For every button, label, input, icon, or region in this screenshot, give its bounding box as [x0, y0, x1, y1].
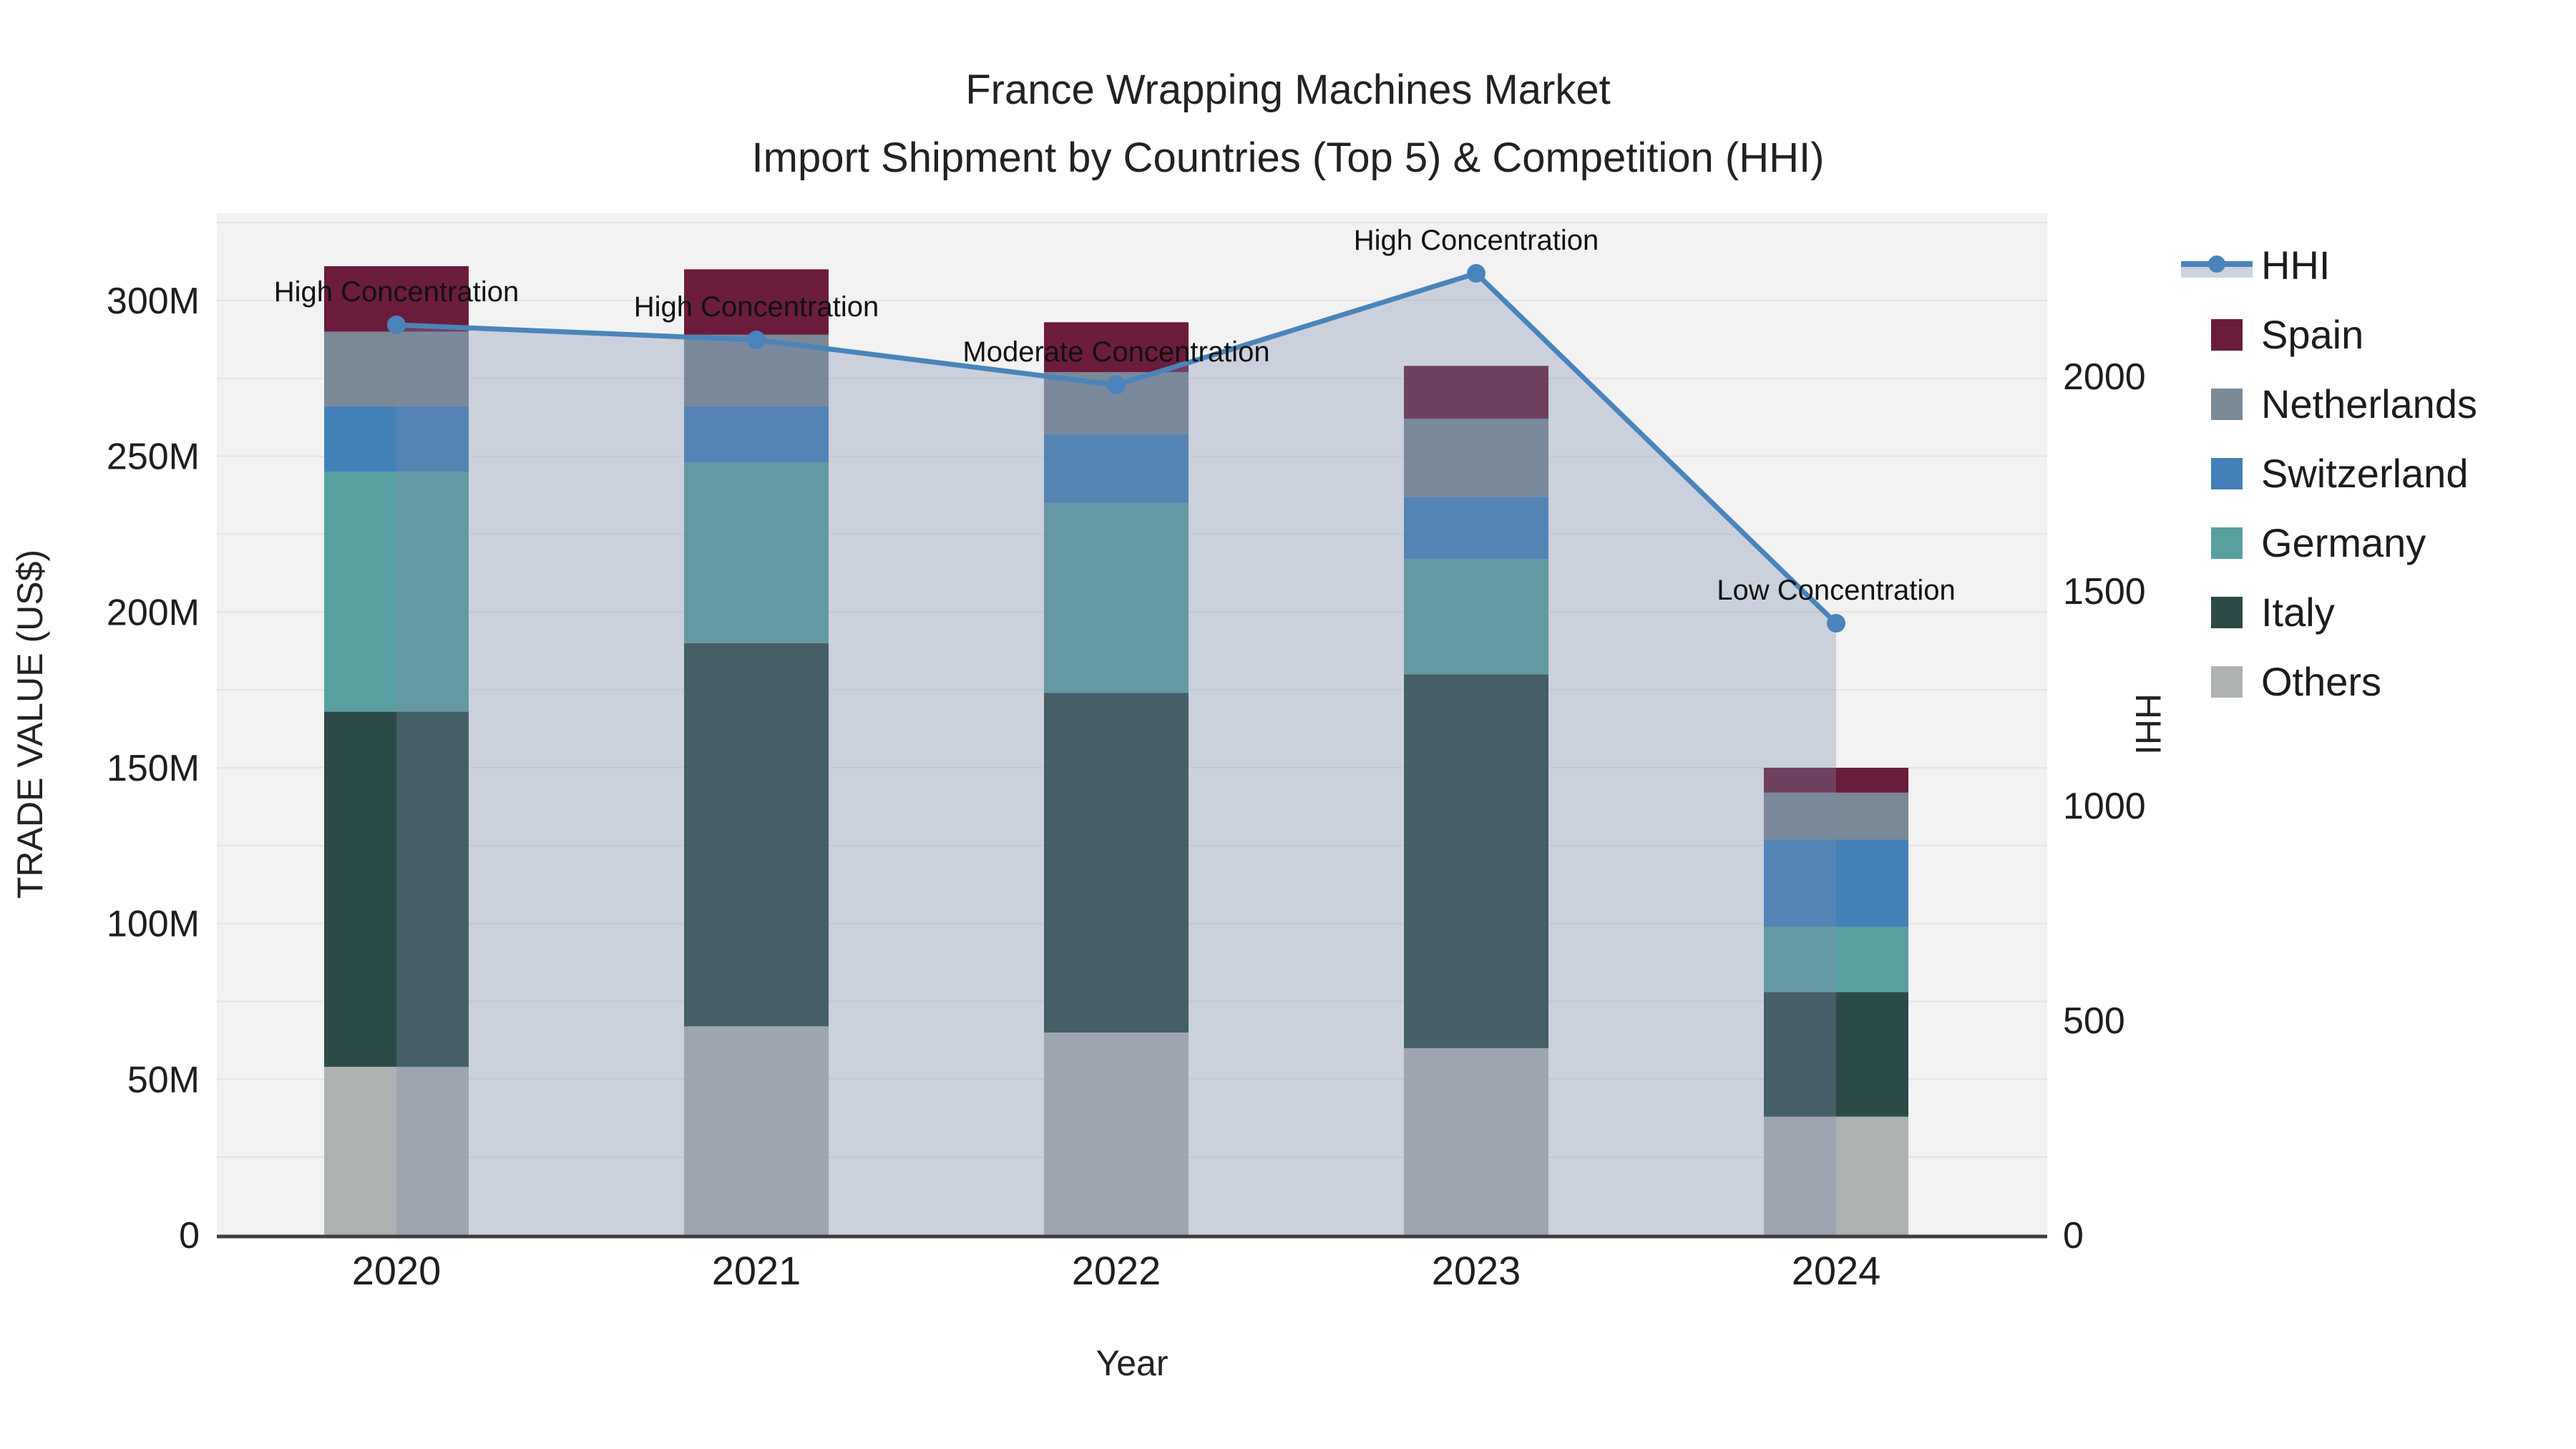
- bar-segment-switzerland-2022: [1044, 434, 1189, 503]
- left-axis-tick-200M: 200M: [107, 592, 200, 633]
- left-axis-tick-300M: 300M: [107, 280, 200, 322]
- bar-segment-spain-2024: [1764, 767, 1908, 793]
- right-axis-tick-0: 0: [2063, 1215, 2084, 1257]
- spain-color-swatch: [2211, 318, 2243, 351]
- legend-item-label: Spain: [2261, 312, 2364, 357]
- annotation-2022: Moderate Concentration: [962, 336, 1269, 368]
- legend-item-hhi[interactable]: HHI: [2181, 230, 2477, 300]
- legend-item-label: Switzerland: [2261, 451, 2469, 496]
- annotation-2024: Low Concentration: [1717, 575, 1956, 606]
- bar-segment-germany-2023: [1404, 559, 1548, 675]
- hhi-marker-2024: [1827, 614, 1845, 633]
- hhi-marker-2022: [1107, 376, 1126, 394]
- legend-item-italy[interactable]: Italy: [2211, 577, 2477, 647]
- bar-segment-germany-2024: [1764, 926, 1908, 992]
- bar-segment-netherlands-2023: [1404, 419, 1548, 497]
- left-axis-tick-50M: 50M: [127, 1059, 200, 1101]
- bar-segment-switzerland-2024: [1764, 839, 1908, 927]
- bar-segment-spain-2021: [684, 269, 829, 335]
- x-axis-tick-2024: 2024: [1792, 1248, 1881, 1293]
- bar-segment-italy-2024: [1764, 992, 1908, 1117]
- legend-item-label: Germany: [2261, 520, 2426, 565]
- italy-color-swatch: [2211, 596, 2243, 628]
- x-axis-tick-2023: 2023: [1432, 1248, 1521, 1293]
- legend-item-others[interactable]: Others: [2211, 647, 2477, 716]
- bar-segment-switzerland-2023: [1404, 497, 1548, 560]
- right-axis-tick-500: 500: [2063, 1000, 2125, 1042]
- hhi-area-fill: [396, 273, 1836, 1235]
- bar-segment-others-2022: [1044, 1033, 1189, 1235]
- legend-item-spain[interactable]: Spain: [2211, 300, 2477, 369]
- bar-segment-others-2024: [1764, 1116, 1908, 1235]
- bar-segment-spain-2023: [1404, 366, 1548, 419]
- bar-segment-germany-2022: [1044, 502, 1189, 693]
- x-axis-title: Year: [1096, 1343, 1168, 1383]
- x-axis-tick-2021: 2021: [712, 1248, 801, 1293]
- chart-title-line1: France Wrapping Machines Market: [965, 67, 1611, 113]
- left-axis-tick-100M: 100M: [107, 904, 200, 945]
- chart-title: France Wrapping Machines Market Import S…: [752, 56, 1825, 192]
- switzerland-color-swatch: [2211, 457, 2243, 489]
- legend-item-switzerland[interactable]: Switzerland: [2211, 439, 2477, 508]
- others-color-swatch: [2211, 665, 2243, 698]
- right-axis-title: HHI: [2128, 693, 2168, 756]
- hhi-marker-2021: [747, 331, 766, 349]
- bar-segment-italy-2021: [684, 643, 829, 1027]
- left-axis-title: TRADE VALUE (US$): [10, 549, 50, 899]
- bar-segment-spain-2022: [1044, 322, 1189, 373]
- netherlands-color-swatch: [2211, 388, 2243, 420]
- legend: HHI Spain Netherlands Switzerland German…: [2181, 230, 2477, 716]
- legend-item-label: Others: [2261, 659, 2382, 704]
- bar-segment-italy-2022: [1044, 693, 1189, 1033]
- bar-segment-others-2021: [684, 1026, 829, 1235]
- bar-segment-germany-2021: [684, 462, 829, 643]
- hhi-marker-2020: [387, 316, 406, 334]
- hhi-line-swatch: [2181, 248, 2253, 283]
- legend-item-label: Italy: [2261, 590, 2335, 635]
- bar-segment-netherlands-2024: [1764, 792, 1908, 840]
- x-axis-tick-2020: 2020: [352, 1248, 441, 1293]
- bar-segment-others-2020: [324, 1066, 469, 1235]
- annotation-2021: High Concentration: [634, 291, 879, 323]
- right-axis-tick-2000: 2000: [2063, 356, 2146, 398]
- legend-item-label: Netherlands: [2261, 381, 2477, 426]
- left-axis-tick-250M: 250M: [107, 436, 200, 478]
- bar-segment-italy-2020: [324, 711, 469, 1067]
- right-axis-tick-1000: 1000: [2063, 786, 2146, 827]
- hhi-marker-2023: [1467, 264, 1485, 283]
- annotation-2023: High Concentration: [1354, 225, 1599, 256]
- bar-segment-germany-2020: [324, 472, 469, 712]
- bar-segment-switzerland-2020: [324, 406, 469, 472]
- germany-color-swatch: [2211, 527, 2243, 559]
- annotation-2020: High Concentration: [274, 276, 519, 308]
- left-axis-tick-150M: 150M: [107, 748, 200, 789]
- legend-item-germany[interactable]: Germany: [2211, 508, 2477, 577]
- legend-item-netherlands[interactable]: Netherlands: [2211, 369, 2477, 439]
- bar-segment-italy-2023: [1404, 674, 1548, 1048]
- right-axis-tick-1500: 1500: [2063, 571, 2146, 613]
- chart-title-line2: Import Shipment by Countries (Top 5) & C…: [751, 135, 1825, 181]
- x-axis-tick-2022: 2022: [1072, 1248, 1161, 1293]
- legend-item-label: HHI: [2261, 243, 2331, 288]
- bar-segment-switzerland-2021: [684, 406, 829, 463]
- left-axis-tick-0: 0: [179, 1215, 200, 1257]
- bar-segment-others-2023: [1404, 1048, 1548, 1235]
- bar-segment-netherlands-2020: [324, 331, 469, 406]
